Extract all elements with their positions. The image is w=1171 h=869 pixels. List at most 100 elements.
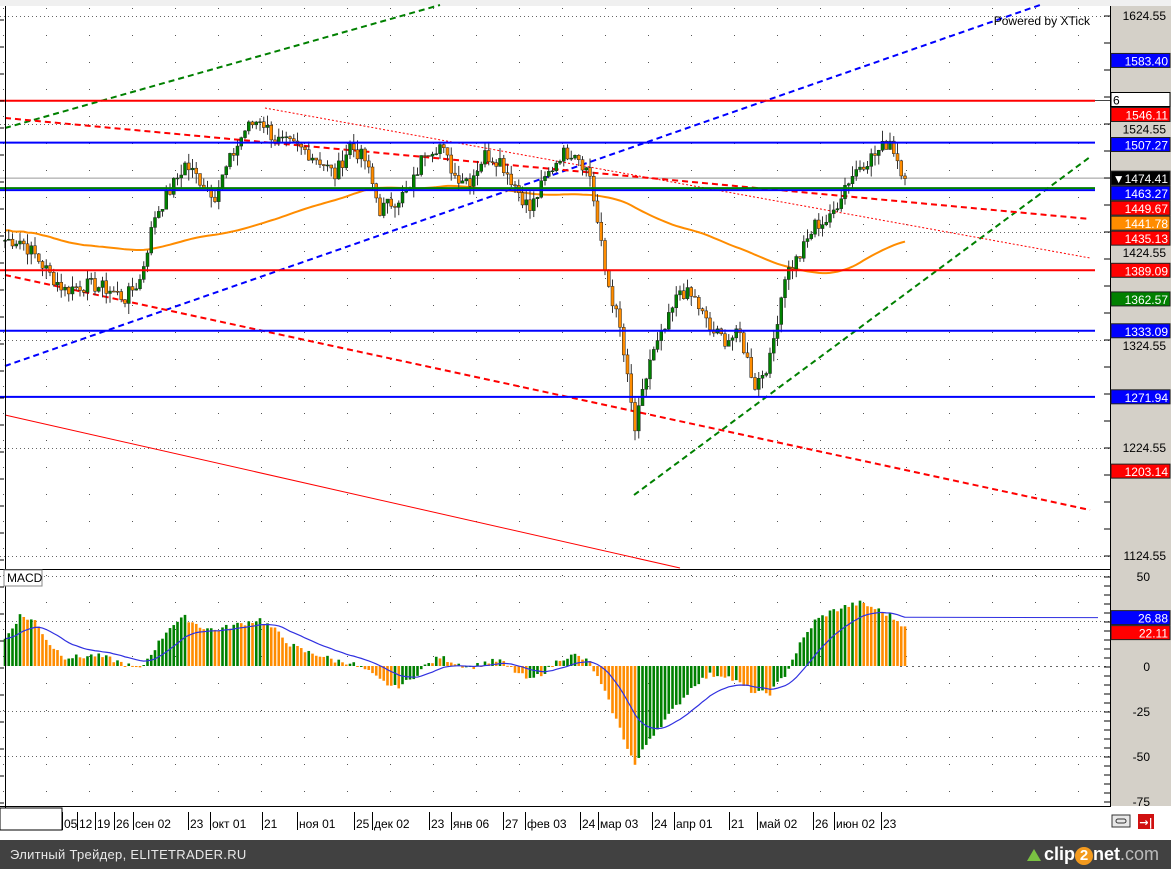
- trendline: [4, 4, 441, 129]
- macd-bar: [663, 666, 667, 720]
- macd-bar: [393, 666, 397, 685]
- candle-body: [689, 287, 693, 297]
- candle-body: [832, 209, 836, 214]
- candle-body: [70, 286, 75, 295]
- macd-bar: [836, 611, 839, 666]
- macd-bar: [296, 645, 299, 666]
- macd-bar: [513, 666, 517, 673]
- macd-bar: [772, 666, 776, 687]
- candle-body: [14, 243, 18, 247]
- candle-body: [565, 147, 570, 160]
- candle-body: [475, 171, 480, 176]
- macd-bar: [461, 666, 464, 668]
- logo-part: net: [1092, 844, 1120, 864]
- link-button[interactable]: [1111, 814, 1131, 828]
- candle: [588, 158, 592, 187]
- candle-body: [562, 147, 566, 162]
- macd-bar: [648, 666, 652, 739]
- candle: [877, 149, 881, 165]
- macd-bar: [847, 606, 851, 666]
- macd-tick-label: 0: [1143, 660, 1150, 674]
- macd-bar: [194, 623, 198, 666]
- candle-body: [322, 164, 326, 166]
- macd-bar: [116, 660, 119, 666]
- macd-bar: [491, 658, 494, 666]
- candle-body: [310, 157, 315, 161]
- macd-tick-label: -75: [1133, 795, 1151, 809]
- price-chart[interactable]: 1624.55 1524.55 1424.55 1324.55 1224.55 1124.…: [0, 0, 1171, 840]
- macd-bar: [611, 666, 614, 714]
- macd-bar: [434, 656, 438, 666]
- candle-body: [247, 121, 251, 132]
- candle-body: [847, 183, 851, 186]
- macd-bar: [671, 666, 674, 709]
- go-to-end-button[interactable]: →|: [1138, 814, 1154, 829]
- date-axis[interactable]: [0, 808, 1110, 830]
- candle: [685, 279, 690, 301]
- candle-body: [670, 307, 675, 313]
- candle-body: [622, 327, 626, 356]
- candle-body: [104, 280, 108, 294]
- macd-bar: [689, 666, 693, 688]
- macd-histogram: [3, 600, 1099, 765]
- macd-bar: [288, 646, 292, 666]
- macd-bar: [809, 628, 813, 666]
- candle-body: [490, 161, 495, 163]
- candle: [385, 198, 390, 214]
- date-scroll-box[interactable]: [0, 807, 63, 831]
- macd-bar: [112, 662, 116, 666]
- candle: [100, 276, 105, 298]
- candle: [59, 273, 63, 298]
- date-label: июн 02: [836, 817, 875, 831]
- candle-body: [757, 377, 761, 390]
- macd-bar: [326, 655, 329, 666]
- macd-bar: [453, 664, 457, 666]
- axis-value-box: 1435.13: [1110, 230, 1171, 246]
- cursor-label-bg: [1110, 92, 1171, 107]
- candle: [723, 329, 727, 350]
- macd-bar: [123, 666, 127, 667]
- macd-bar: [213, 629, 217, 666]
- macd-bar: [716, 666, 719, 677]
- macd-bar: [221, 627, 224, 666]
- candle-body: [532, 198, 536, 211]
- candle: [430, 151, 435, 163]
- candle-body: [524, 199, 528, 206]
- logo-part: clip: [1043, 844, 1075, 864]
- candle: [355, 140, 360, 164]
- axis-ticks: [0, 15, 1110, 804]
- macd-bar: [573, 653, 577, 666]
- candle: [835, 202, 840, 212]
- macd-bar: [686, 666, 689, 695]
- candle-body: [877, 149, 881, 156]
- candle-body: [157, 211, 161, 218]
- candle-body: [648, 359, 652, 380]
- candle-body: [708, 317, 712, 331]
- macd-bar: [164, 632, 168, 666]
- candle-body: [100, 280, 105, 288]
- candle-body: [554, 162, 558, 172]
- candle: [175, 173, 180, 186]
- candle: [33, 237, 37, 259]
- macd-bar: [348, 663, 352, 666]
- axis-value-label: 1583.40: [1125, 54, 1169, 68]
- trendlines: [4, 4, 1091, 569]
- candle: [625, 348, 630, 382]
- axis-value-box: 1441.78: [1110, 215, 1171, 231]
- date-label: 26: [116, 817, 130, 831]
- candle: [423, 152, 427, 167]
- candle: [254, 120, 258, 130]
- candle-body: [37, 253, 41, 262]
- macd-bar: [712, 666, 716, 677]
- macd-bar: [626, 666, 629, 749]
- candle-body: [85, 278, 90, 293]
- candle-body: [269, 124, 273, 141]
- macd-bar: [262, 623, 266, 666]
- candle-body: [415, 174, 420, 176]
- date-label: сен 02: [135, 817, 171, 831]
- axis-value-label: 1271.94: [1125, 391, 1169, 405]
- candle: [382, 197, 386, 219]
- macd-bar: [48, 645, 52, 666]
- axis-value-bg: [1110, 389, 1171, 405]
- candle: [359, 144, 363, 168]
